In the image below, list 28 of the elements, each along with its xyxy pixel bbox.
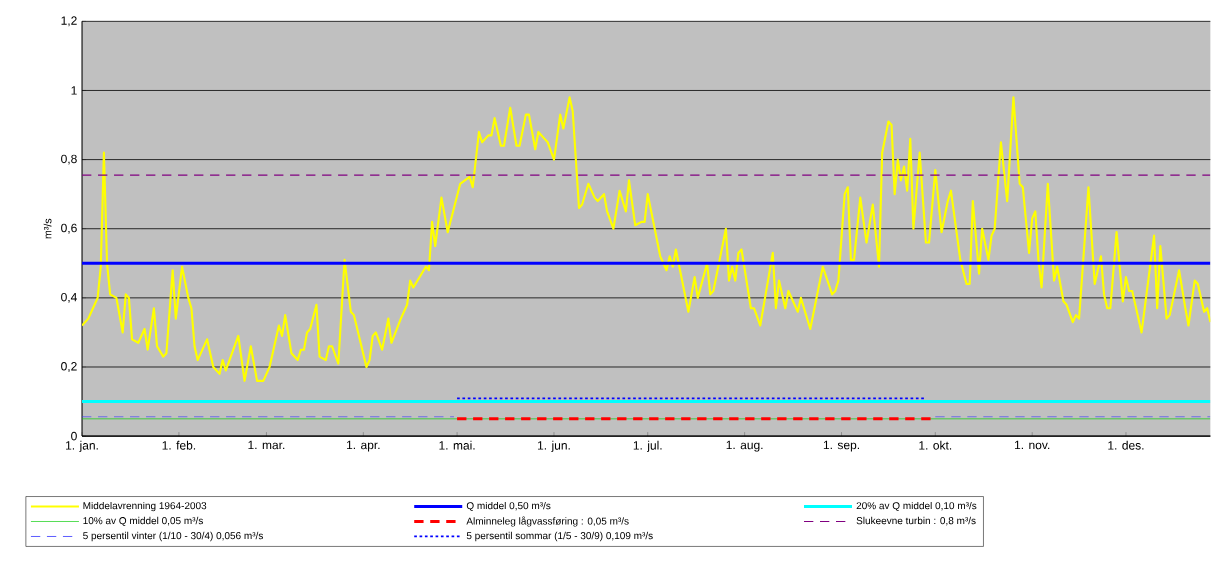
x-tick-label: 1. apr.: [347, 440, 380, 452]
legend-label: 20% av Q middel 0,10 m³/s: [856, 501, 977, 512]
x-tick-label: 1. jun.: [538, 440, 570, 453]
x-tick-label: 1. nov.: [1014, 440, 1050, 450]
x-tick-label: 1. jul.: [633, 440, 662, 453]
legend-label: 10% av Q middel 0,05 m³/s: [83, 516, 203, 527]
x-tick-label: 1. feb.: [162, 440, 196, 450]
x-tick-label: 1. jan.: [66, 440, 98, 453]
y-tick-label: 0,6: [61, 223, 77, 234]
legend-label: Alminneleg lågvassføring : 0,05 m³/s: [466, 516, 629, 527]
x-tick-label: 1. sep.: [823, 440, 859, 452]
y-tick-label: 0: [71, 431, 77, 441]
legend-label: Middelavrenning 1964-2003: [83, 501, 207, 512]
x-tick-label: 1. aug.: [726, 440, 763, 452]
legend-label: 5 persentil vinter (1/10 - 30/4) 0,056 m³/s: [83, 531, 263, 542]
x-tick-label: 1. okt.: [919, 440, 952, 450]
y-tick-label: 0,4: [61, 292, 77, 303]
legend-label: Slukeevne turbin : 0,8 m³/s: [856, 516, 976, 526]
y-tick-label: 1,2: [61, 16, 77, 27]
x-tick-label: 1. mar.: [248, 440, 285, 450]
y-axis-title: m³/s: [43, 218, 52, 239]
y-tick-label: 1: [71, 86, 77, 95]
y-tick-label: 0,8: [61, 154, 77, 165]
legend-label: 5 persentil sommar (1/5 - 30/9) 0,109 m³/s: [466, 531, 653, 542]
legend-label: Q middel 0,50 m³/s: [466, 501, 551, 512]
y-tick-label: 0,2: [61, 362, 77, 373]
x-tick-label: 1. mai.: [439, 440, 475, 450]
x-tick-label: 1. des.: [1108, 440, 1144, 450]
